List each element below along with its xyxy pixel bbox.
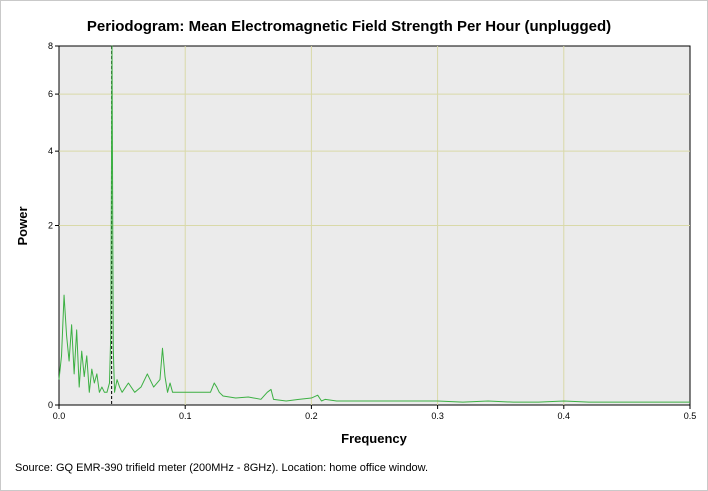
x-tick-label: 0.2	[305, 411, 318, 421]
x-tick-label: 0.5	[684, 411, 697, 421]
axes	[55, 45, 691, 409]
series-group	[58, 45, 690, 403]
y-tick-label: 8	[48, 41, 53, 51]
x-axis-label: Frequency	[341, 431, 408, 446]
y-tick-label: 4	[48, 146, 53, 156]
y-tick-label: 6	[48, 89, 53, 99]
x-tick-labels: 0.0 0.1 0.2 0.3 0.4 0.5	[53, 411, 697, 421]
y-tick-labels: 0 2 4 6 8	[48, 41, 53, 410]
x-tick-label: 0.1	[179, 411, 192, 421]
x-tick-label: 0.0	[53, 411, 66, 421]
grid-lines	[59, 46, 690, 405]
source-note: Source: GQ EMR-390 trifield meter (200MH…	[15, 462, 429, 474]
y-axis-label: Power	[15, 206, 30, 245]
y-tick-label: 0	[48, 400, 53, 410]
x-tick-label: 0.3	[431, 411, 444, 421]
series-line	[58, 45, 690, 403]
chart-title: Periodogram: Mean Electromagnetic Field …	[87, 18, 611, 35]
x-tick-label: 0.4	[558, 411, 571, 421]
y-tick-label: 2	[48, 221, 53, 231]
